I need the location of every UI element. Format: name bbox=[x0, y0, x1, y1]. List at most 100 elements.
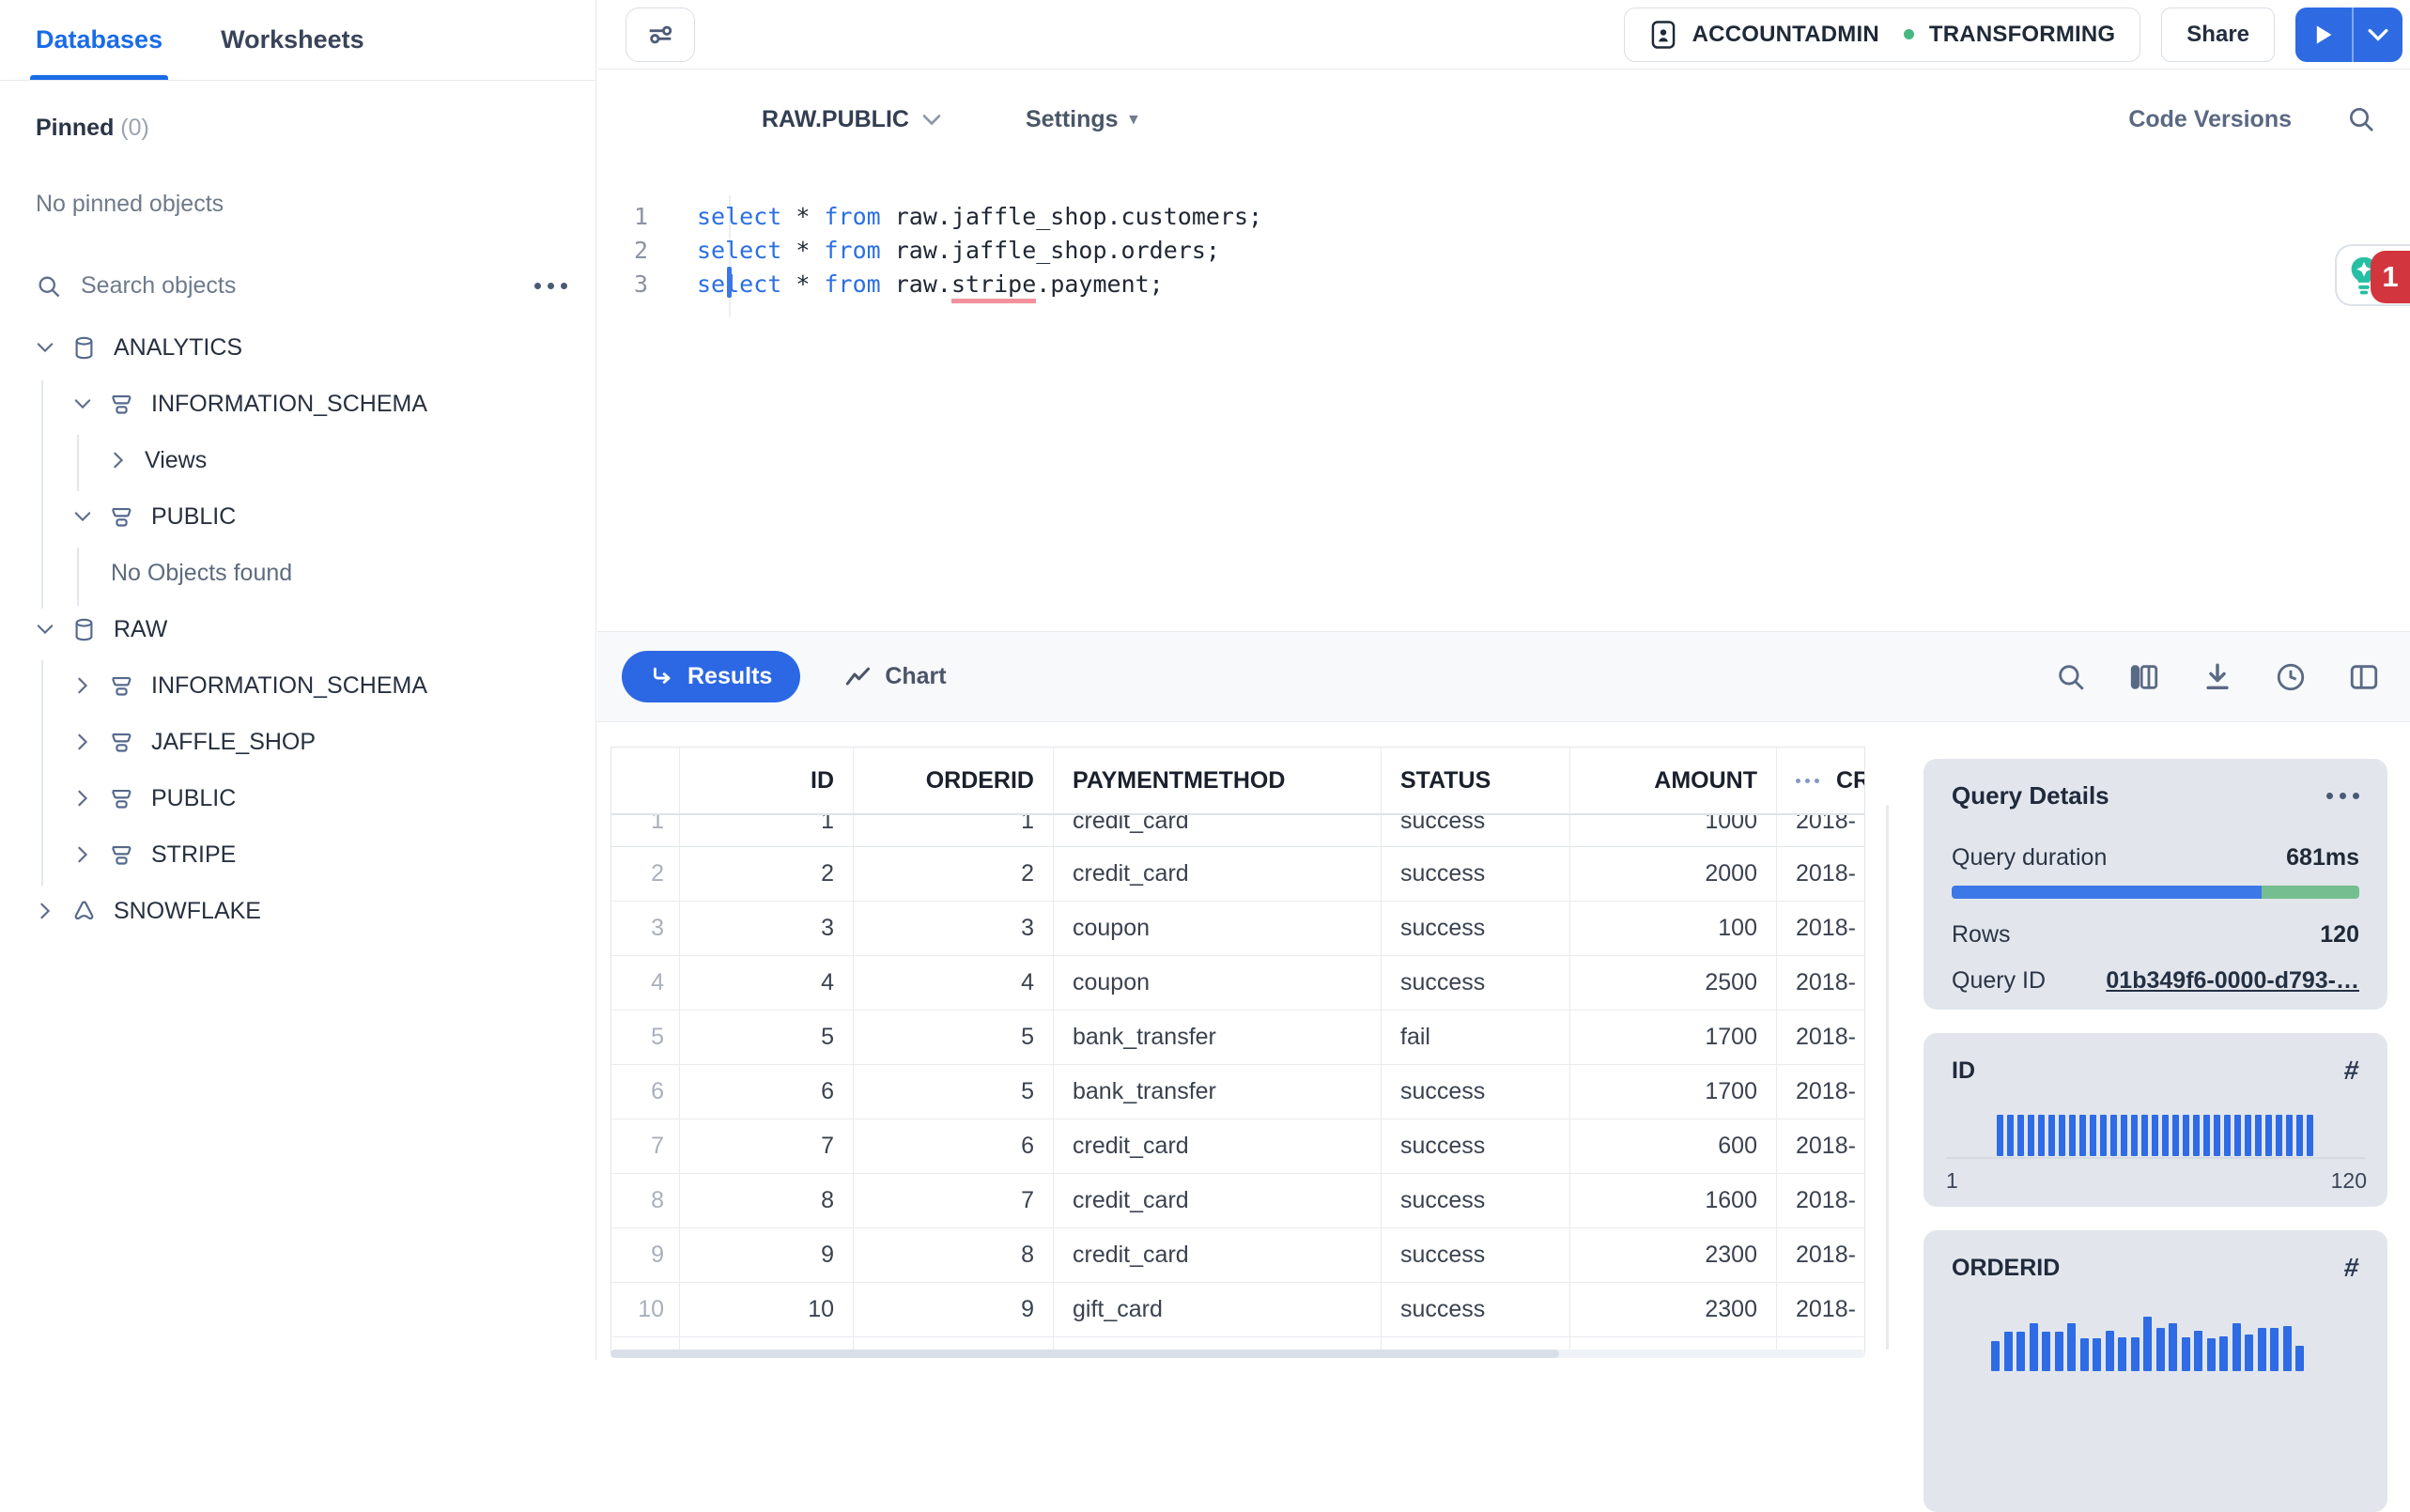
table-cell[interactable]: credit_card bbox=[1054, 1119, 1382, 1173]
share-button[interactable]: Share bbox=[2161, 7, 2275, 62]
results-table[interactable]: ID ORDERID PAYMENTMETHOD STATUS AMOUNT CREATE… bbox=[610, 747, 1865, 1352]
table-cell[interactable]: 4 bbox=[854, 956, 1054, 1010]
table-row-4[interactable]: 4 4 4 coupon success 2500 2018- bbox=[611, 956, 1864, 1011]
table-row-3[interactable]: 3 3 3 coupon success 100 2018- bbox=[611, 902, 1864, 956]
table-cell[interactable]: bank_transfer bbox=[1054, 1065, 1382, 1119]
row-number-cell[interactable]: 6 bbox=[611, 1065, 680, 1119]
table-row-1[interactable]: 1 1 1 credit_card success 1000 2018- bbox=[611, 815, 1864, 846]
table-row-9[interactable]: 9 9 8 credit_card success 2300 2018- bbox=[611, 1228, 1864, 1283]
table-cell[interactable]: 10 bbox=[680, 1283, 854, 1336]
columns-icon[interactable] bbox=[2128, 661, 2160, 693]
table-cell[interactable]: coupon bbox=[1054, 956, 1382, 1010]
table-cell[interactable]: 100 bbox=[1570, 902, 1777, 955]
tab-databases[interactable]: Databases bbox=[29, 0, 169, 80]
column-header-created[interactable]: CREATED bbox=[1777, 748, 1864, 813]
tab-worksheets[interactable]: Worksheets bbox=[221, 25, 364, 54]
table-row-5[interactable]: 5 5 5 bank_transfer fail 1700 2018- bbox=[611, 1011, 1864, 1065]
table-cell[interactable]: 2300 bbox=[1570, 1228, 1777, 1282]
chevron-right-icon[interactable] bbox=[34, 903, 56, 919]
id-histogram[interactable] bbox=[1997, 1115, 2313, 1156]
table-cell[interactable]: credit_card bbox=[1054, 815, 1382, 846]
table-cell[interactable]: 2 bbox=[854, 847, 1054, 901]
table-cell[interactable]: 6 bbox=[854, 1119, 1054, 1173]
table-cell[interactable]: 9 bbox=[854, 1283, 1054, 1336]
table-cell[interactable]: 9 bbox=[680, 1228, 854, 1282]
table-row-8[interactable]: 8 8 7 credit_card success 1600 2018- bbox=[611, 1174, 1864, 1228]
table-horizontal-scrollbar[interactable] bbox=[610, 1350, 1865, 1358]
code-line-2[interactable]: 2 select * from raw.jaffle_shop.orders; bbox=[597, 233, 2410, 267]
code-line-3[interactable]: 3 select * from raw.stripe.payment; bbox=[597, 267, 2410, 303]
table-cell[interactable]: 1 bbox=[680, 815, 854, 846]
row-number-cell[interactable]: 7 bbox=[611, 1119, 680, 1173]
run-options-button[interactable] bbox=[2354, 8, 2402, 62]
scrollbar-thumb[interactable] bbox=[610, 1350, 1559, 1358]
table-cell[interactable]: 5 bbox=[854, 1065, 1054, 1119]
editor-search-icon[interactable] bbox=[2346, 104, 2376, 134]
table-cell[interactable]: success bbox=[1382, 956, 1570, 1010]
row-number-cell[interactable]: 8 bbox=[611, 1174, 680, 1227]
table-cell[interactable]: success bbox=[1382, 1228, 1570, 1282]
table-cell[interactable]: 1700 bbox=[1570, 1065, 1777, 1119]
table-cell[interactable]: success bbox=[1382, 815, 1570, 846]
column-header-orderid[interactable]: ORDERID bbox=[854, 748, 1054, 813]
table-cell[interactable]: success bbox=[1382, 1065, 1570, 1119]
row-number-cell[interactable]: 4 bbox=[611, 956, 680, 1010]
tree-item-raw[interactable]: RAW bbox=[0, 601, 595, 657]
table-cell[interactable]: 5 bbox=[680, 1011, 854, 1064]
column-header-amount[interactable]: AMOUNT bbox=[1570, 748, 1777, 813]
table-cell[interactable]: success bbox=[1382, 1119, 1570, 1173]
table-vertical-scrollbar[interactable] bbox=[1886, 805, 1889, 1350]
chevron-right-icon[interactable] bbox=[71, 846, 94, 863]
search-results-icon[interactable] bbox=[2055, 661, 2087, 693]
table-cell[interactable]: 1600 bbox=[1570, 1174, 1777, 1227]
column-header-id[interactable]: ID bbox=[680, 748, 854, 813]
table-row-2[interactable]: 2 2 2 credit_card success 2000 2018- bbox=[611, 847, 1864, 902]
table-cell[interactable]: success bbox=[1382, 1283, 1570, 1336]
table-cell[interactable]: 2018- bbox=[1777, 1228, 1864, 1282]
tree-item-information-schema[interactable]: INFORMATION_SCHEMA bbox=[0, 657, 595, 714]
table-cell[interactable]: 2018- bbox=[1777, 815, 1864, 846]
table-cell[interactable]: 6 bbox=[680, 1065, 854, 1119]
column-header-paymentmethod[interactable]: PAYMENTMETHOD bbox=[1054, 748, 1382, 813]
row-number-cell[interactable]: 2 bbox=[611, 847, 680, 901]
table-cell[interactable]: success bbox=[1382, 1174, 1570, 1227]
table-cell[interactable]: 1 bbox=[854, 815, 1054, 846]
tab-results[interactable]: Results bbox=[622, 651, 801, 702]
chevron-right-icon[interactable] bbox=[71, 677, 94, 694]
query-id-link[interactable]: 01b349f6-0000-d793-… bbox=[2106, 967, 2359, 994]
tree-item-analytics[interactable]: ANALYTICS bbox=[0, 319, 595, 376]
table-cell[interactable]: 8 bbox=[680, 1174, 854, 1227]
tree-item-information-schema[interactable]: INFORMATION_SCHEMA bbox=[0, 376, 595, 432]
numeric-type-icon[interactable]: # bbox=[2342, 1056, 2361, 1085]
table-cell[interactable]: credit_card bbox=[1054, 1228, 1382, 1282]
copilot-suggestion-pill[interactable]: 1 bbox=[2335, 244, 2410, 306]
history-clock-icon[interactable] bbox=[2275, 661, 2307, 693]
table-cell[interactable]: success bbox=[1382, 847, 1570, 901]
table-cell[interactable]: bank_transfer bbox=[1054, 1011, 1382, 1064]
table-cell[interactable]: 2000 bbox=[1570, 847, 1777, 901]
table-cell[interactable]: 4 bbox=[680, 956, 854, 1010]
table-cell[interactable]: 2018- bbox=[1777, 1283, 1864, 1336]
table-cell[interactable]: fail bbox=[1382, 1011, 1570, 1064]
orderid-histogram[interactable] bbox=[1991, 1315, 2304, 1371]
chevron-down-icon[interactable] bbox=[34, 342, 56, 353]
tab-chart[interactable]: Chart bbox=[845, 663, 947, 690]
chevron-right-icon[interactable] bbox=[71, 733, 94, 750]
table-cell[interactable]: coupon bbox=[1054, 902, 1382, 955]
sidebar-more-menu-icon[interactable] bbox=[534, 283, 567, 289]
table-cell[interactable]: 2018- bbox=[1777, 1174, 1864, 1227]
table-cell[interactable]: credit_card bbox=[1054, 847, 1382, 901]
row-number-header[interactable] bbox=[611, 748, 680, 813]
table-cell[interactable]: 2018- bbox=[1777, 956, 1864, 1010]
tree-item-public[interactable]: PUBLIC bbox=[0, 770, 595, 826]
table-cell[interactable]: 2500 bbox=[1570, 956, 1777, 1010]
table-cell[interactable]: 5 bbox=[854, 1011, 1054, 1064]
tree-item-stripe[interactable]: STRIPE bbox=[0, 826, 595, 883]
table-cell[interactable]: 8 bbox=[854, 1228, 1054, 1282]
tree-item-views[interactable]: Views bbox=[0, 432, 595, 488]
table-cell[interactable]: 2018- bbox=[1777, 847, 1864, 901]
table-cell[interactable]: 2018- bbox=[1777, 1065, 1864, 1119]
table-cell[interactable]: 7 bbox=[854, 1174, 1054, 1227]
chevron-down-icon[interactable] bbox=[71, 398, 94, 409]
tree-item-snowflake[interactable]: SNOWFLAKE bbox=[0, 883, 595, 939]
